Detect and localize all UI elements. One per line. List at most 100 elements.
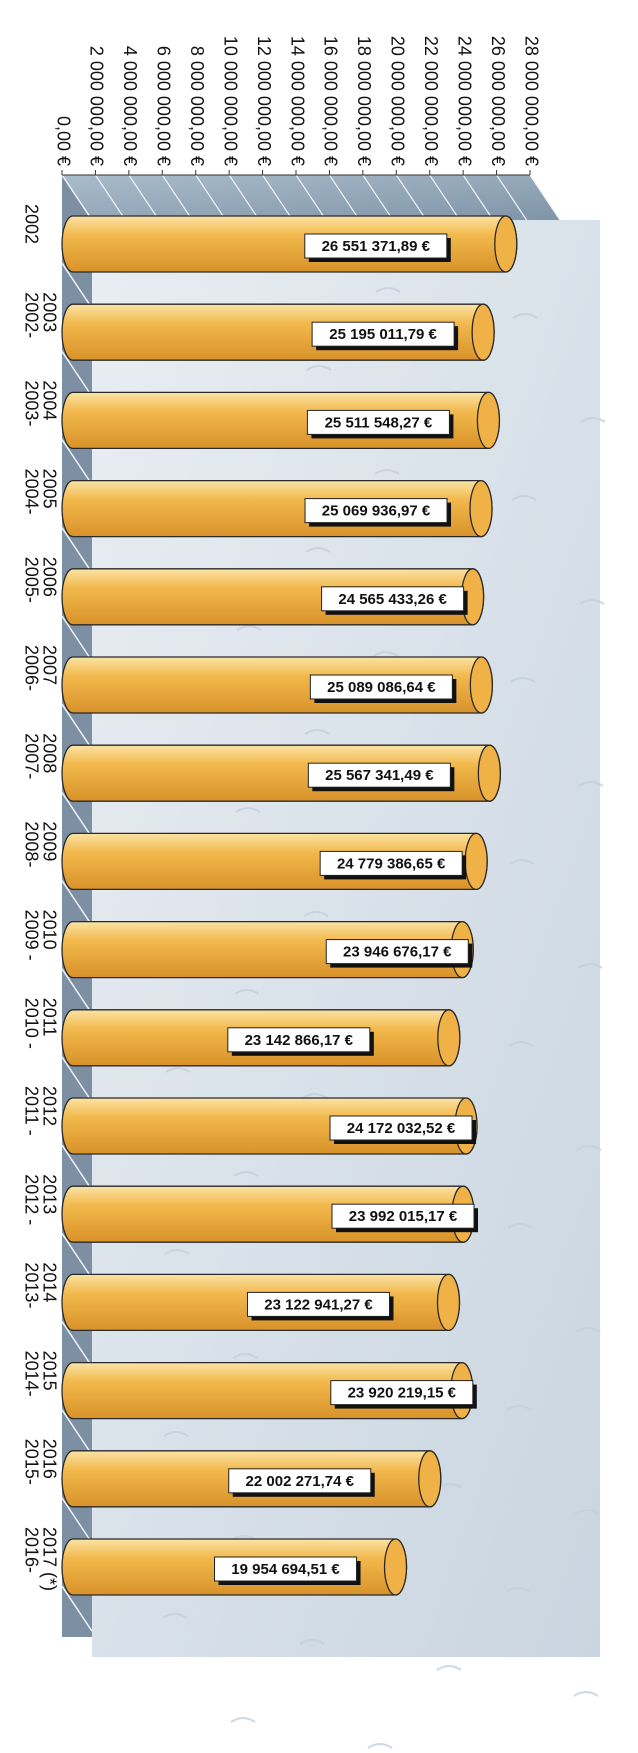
depth-gridline <box>161 174 193 221</box>
wall-texture <box>374 469 400 475</box>
data-label-text: 25 089 086,64 € <box>327 679 436 696</box>
category-label-line: 2010 - <box>21 998 41 1049</box>
category-label: 2014-2015 <box>21 1351 59 1397</box>
depth-gridline <box>362 174 394 221</box>
value-tick-label: 10 000 000,00 € <box>220 36 240 166</box>
category-label-line: 2006 <box>39 557 59 597</box>
category-label: 2013-2014 <box>21 1262 59 1308</box>
depth-gridline <box>195 174 227 221</box>
wall-texture <box>304 729 330 735</box>
data-label-text: 23 920 219,15 € <box>348 1385 457 1402</box>
bar-cap <box>494 215 518 273</box>
wall-texture <box>507 1223 533 1229</box>
category-label: 2012 -2013 <box>21 1174 59 1225</box>
data-label-text: 23 946 676,17 € <box>343 944 452 961</box>
floor-divider <box>61 791 93 838</box>
category-label-line: 2016 <box>39 1439 59 1479</box>
floor-divider <box>61 1232 93 1279</box>
data-label: 22 002 271,74 € <box>228 1468 375 1497</box>
bar-cap <box>383 1538 408 1596</box>
data-label-box <box>227 1027 371 1053</box>
value-tick-label: 18 000 000,00 € <box>354 36 374 166</box>
value-tick-label: 0,00 € <box>53 116 73 166</box>
data-label-text: 24 172 032,52 € <box>347 1120 456 1137</box>
bar-cap <box>436 1273 461 1332</box>
depth-gridline <box>128 174 160 221</box>
bars <box>61 215 518 1596</box>
wall-texture <box>305 547 331 553</box>
wall-texture <box>234 989 260 995</box>
data-label-text: 24 779 386,65 € <box>337 855 446 872</box>
data-label-box <box>330 1380 474 1406</box>
wall-texture <box>436 1665 462 1671</box>
data-label: 24 779 386,65 € <box>319 850 467 880</box>
wall-texture <box>232 1353 258 1359</box>
wall-texture <box>578 781 604 787</box>
category-label-line: 2014- <box>21 1351 41 1397</box>
bar-cap <box>476 391 501 450</box>
data-label-text: 25 195 011,79 € <box>329 326 437 343</box>
category-label: 2007-2008 <box>21 733 59 779</box>
category-label-line: 2009 <box>39 821 59 861</box>
category-label-line: 2011 <box>39 998 59 1037</box>
category-label: 2011 -2012 <box>21 1086 59 1136</box>
category-label-line: 2007 <box>39 645 59 685</box>
floor-divider <box>61 968 93 1015</box>
data-label: 25 089 086,64 € <box>309 674 457 703</box>
value-axis: 0,00 € 2 000 000,00 € 4 000 000,00 € 6 000 … <box>53 36 541 176</box>
depth-gridline <box>529 174 561 221</box>
depth-gridline <box>228 174 260 221</box>
floor-divider <box>61 350 93 397</box>
data-label: 25 069 936,97 € <box>304 498 452 527</box>
wall-texture <box>163 1431 189 1437</box>
category-label: 2004-2005 <box>21 469 59 515</box>
floor-divider <box>61 439 93 486</box>
category-label-line: 2012 <box>39 1086 59 1126</box>
data-label-box <box>304 233 448 259</box>
bar-cap <box>471 303 495 361</box>
depth-gridline <box>462 174 494 221</box>
floor-divider <box>61 615 93 662</box>
category-label-line: 2011 - <box>21 1086 41 1136</box>
data-label-box <box>311 321 455 347</box>
floor-divider <box>61 1056 93 1103</box>
data-label-text: 19 954 694,51 € <box>231 1561 340 1578</box>
value-tick-label: 22 000 000,00 € <box>421 36 441 166</box>
depth-gridline <box>94 174 126 221</box>
category-label-line: 2004- <box>21 469 41 515</box>
wall-texture <box>306 365 332 371</box>
wall-texture <box>230 1717 256 1723</box>
depth-gridline <box>262 174 294 221</box>
wall-texture <box>576 1145 602 1151</box>
wall-texture <box>373 651 399 657</box>
value-tick-label: 6 000 000,00 € <box>154 46 174 166</box>
data-label-text: 23 122 941,27 € <box>264 1296 373 1313</box>
category-label-line: 2006- <box>21 645 41 691</box>
category-label-line: 2015- <box>21 1439 41 1485</box>
data-label-box <box>214 1556 358 1582</box>
category-label-line: 2015 <box>39 1351 59 1391</box>
data-label-box <box>325 939 469 965</box>
bar-cap <box>418 1450 442 1508</box>
data-label-box <box>321 586 465 612</box>
wall-texture <box>236 625 262 631</box>
category-label-line: 2005 <box>39 469 59 509</box>
wall-texture <box>509 859 535 865</box>
floor-divider <box>61 1321 93 1368</box>
category-label: 2006-2007 <box>21 645 59 691</box>
data-label-box <box>228 1468 372 1494</box>
data-label-box <box>306 409 450 435</box>
data-label-text: 23 992 015,17 € <box>349 1208 458 1225</box>
value-tick-label: 8 000 000,00 € <box>187 46 207 166</box>
wall-texture <box>235 807 261 813</box>
wall-texture <box>299 1639 325 1645</box>
wall-texture <box>575 1327 601 1333</box>
depth-gridline <box>496 174 528 221</box>
value-tick-label: 4 000 000,00 € <box>120 46 140 166</box>
category-label-line: 2017 (*) <box>39 1527 59 1591</box>
value-tick-label: 20 000 000,00 € <box>388 36 408 166</box>
category-label-line: 2002- <box>21 292 41 338</box>
wall-texture <box>233 1171 259 1177</box>
wall-texture <box>574 1509 600 1515</box>
